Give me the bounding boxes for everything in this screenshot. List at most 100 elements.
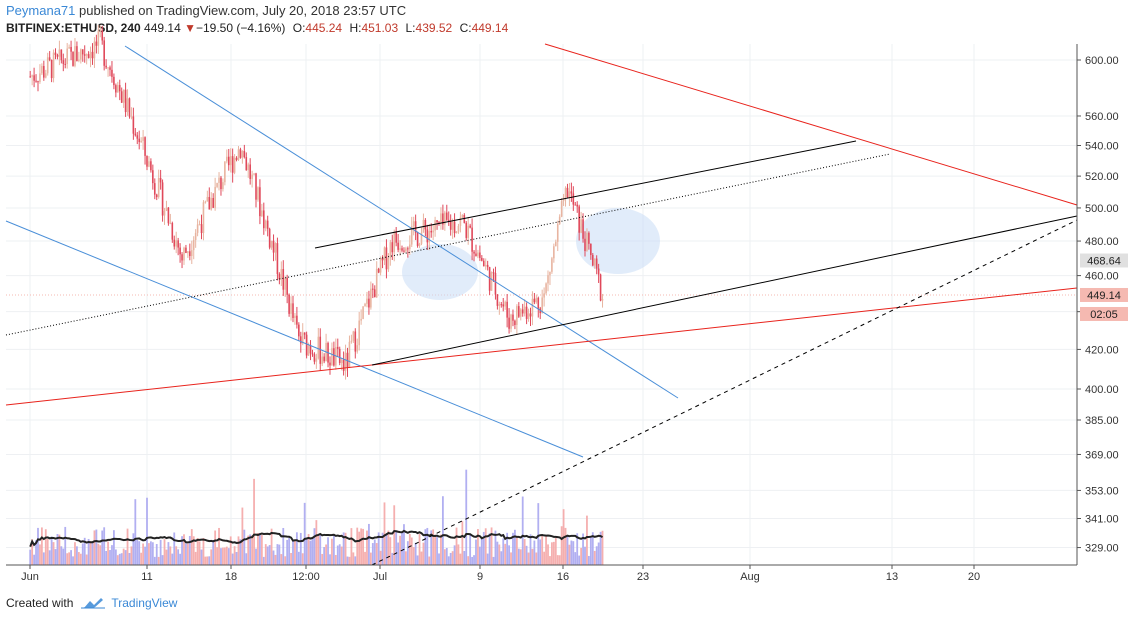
volume-bar [517,548,520,565]
candle [401,248,403,251]
volume-bar [165,549,168,565]
y-tick-label: 329.00 [1085,543,1119,555]
volume-bar [566,536,569,565]
candle [173,239,176,247]
y-tick-label: 540.00 [1085,140,1119,152]
candle [519,309,522,317]
volume-bar [478,546,481,565]
volume-bar [29,549,32,565]
x-tick-label: 20 [968,571,980,583]
candle [187,251,189,254]
candle [74,46,76,66]
candle [482,260,485,267]
candle [471,227,473,252]
down-arrow-icon: ▼ [184,21,196,35]
low-label: L: [405,21,416,35]
volume-bar [346,556,349,565]
candle [276,243,279,275]
volume-bar [389,537,392,565]
volume-bar [194,551,197,565]
volume-bar [134,499,137,565]
volume-bar [79,553,82,565]
volume-bar [136,539,139,565]
volume-bar [243,529,246,565]
volume-bar [50,536,53,565]
candle [588,232,590,244]
volume-bar [331,538,333,565]
volume-bar [183,534,185,565]
volume-bar [551,542,553,565]
low-value: 439.52 [415,21,453,35]
candle [527,313,530,319]
volume-bar [31,539,34,565]
candle [142,137,144,141]
volume-bar [222,547,224,565]
volume-bar [114,549,117,565]
volume-bar [128,552,131,565]
candle [447,219,450,222]
close-label: C: [459,21,472,35]
volume-bar [397,542,400,565]
volume-bar [251,535,254,565]
volume-bar [576,533,579,565]
tradingview-link[interactable]: TradingView [111,596,178,610]
volume-bar [401,531,403,565]
y-tick-label: 460.00 [1085,271,1119,283]
volume-bar [233,546,236,565]
volume-bar [379,550,382,565]
volume-bar [504,543,507,565]
candle [169,223,172,225]
candle [198,224,201,226]
candle [321,356,323,364]
symbol-label: BITFINEX:ETHUSD, 240 [6,21,141,35]
candle [366,298,368,304]
volume-bar [225,546,228,565]
candle [78,59,80,61]
volume-bar [56,534,59,565]
high-value: 451.03 [361,21,399,35]
candle [591,254,594,266]
volume-bar [369,552,372,565]
volume-bar [39,544,41,565]
volume-bar [315,520,318,565]
volume-bar [259,532,261,565]
volume-bar [116,555,119,565]
volume-bar [179,553,181,565]
candle [35,80,37,82]
candle [101,30,104,41]
volume-bar [447,556,450,565]
volume-bar [395,532,398,565]
candle [395,232,397,243]
candle [461,214,464,218]
candle [288,294,290,314]
volume-bar [138,541,141,565]
candle [490,272,493,291]
volume-bar [169,546,172,565]
candle [113,76,115,86]
volume-bar [560,526,563,565]
candle [481,257,483,261]
candle [140,140,142,143]
candle [115,85,117,93]
volume-bar [241,507,244,565]
volume-bar [157,556,160,565]
candle [301,332,304,344]
author-link[interactable]: Peymana71 [6,3,76,18]
volume-bar [582,533,584,565]
candle [272,240,275,253]
volume-bar [105,550,108,565]
volume-bar [426,527,429,565]
volume-bar [354,556,357,565]
volume-bar [459,553,462,565]
candle [144,137,146,156]
volume-bar [257,533,259,565]
y-tick-label: 400.00 [1085,384,1119,396]
y-tick-label: 560.00 [1085,111,1119,123]
volume-bar [171,553,174,565]
candle [438,222,440,224]
volume-bar [216,547,218,565]
price-marker-label: 02:05 [1090,309,1118,321]
candle [54,52,57,55]
volume-bar [441,496,444,565]
